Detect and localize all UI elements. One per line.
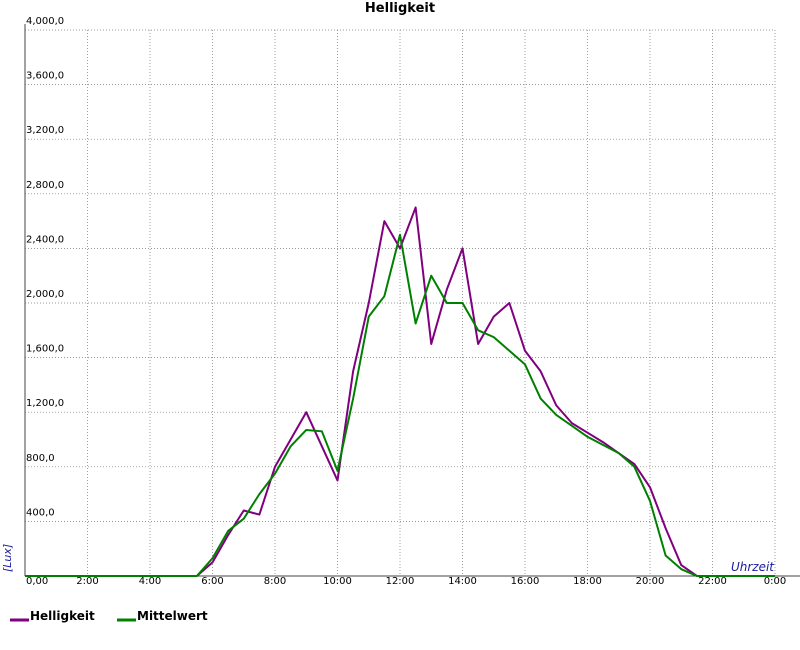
x-tick-label: 22:00 — [698, 576, 727, 587]
y-tick-label: 2,400,0 — [26, 234, 64, 245]
x-tick-label: 12:00 — [386, 576, 415, 587]
y-tick-label: 2,000,0 — [26, 289, 64, 300]
y-tick-label: 4,000,0 — [26, 16, 64, 27]
y-tick-label: 3,200,0 — [26, 125, 64, 136]
x-tick-label: 8:00 — [264, 576, 286, 587]
x-tick-label: 2:00 — [76, 576, 98, 587]
x-axis-label: Uhrzeit — [731, 560, 775, 574]
y-tick-label: 1,200,0 — [26, 398, 64, 409]
y-axis-label: [Lux] — [1, 544, 14, 572]
y-tick-label: 3,600,0 — [26, 71, 64, 82]
x-tick-label: 0:00 — [764, 576, 786, 587]
legend-label: Helligkeit — [30, 609, 95, 623]
x-tick-label: 4:00 — [139, 576, 161, 587]
x-tick-label: 14:00 — [448, 576, 477, 587]
legend-label: Mittelwert — [137, 609, 208, 623]
y-tick-label: 400,0 — [26, 507, 55, 518]
x-tick-label: 10:00 — [323, 576, 352, 587]
y-tick-label: 800,0 — [26, 453, 55, 464]
series-line — [25, 206, 775, 577]
chart-title: Helligkeit — [365, 1, 435, 16]
x-tick-label: 6:00 — [201, 576, 223, 587]
series-line — [25, 233, 775, 577]
x-tick-label: 20:00 — [636, 576, 665, 587]
x-tick-label: 16:00 — [511, 576, 540, 587]
y-tick-label: 2,800,0 — [26, 180, 64, 191]
x-tick-label: 0,00 — [26, 576, 48, 587]
y-tick-label: 1,600,0 — [26, 344, 64, 355]
x-tick-label: 18:00 — [573, 576, 602, 587]
